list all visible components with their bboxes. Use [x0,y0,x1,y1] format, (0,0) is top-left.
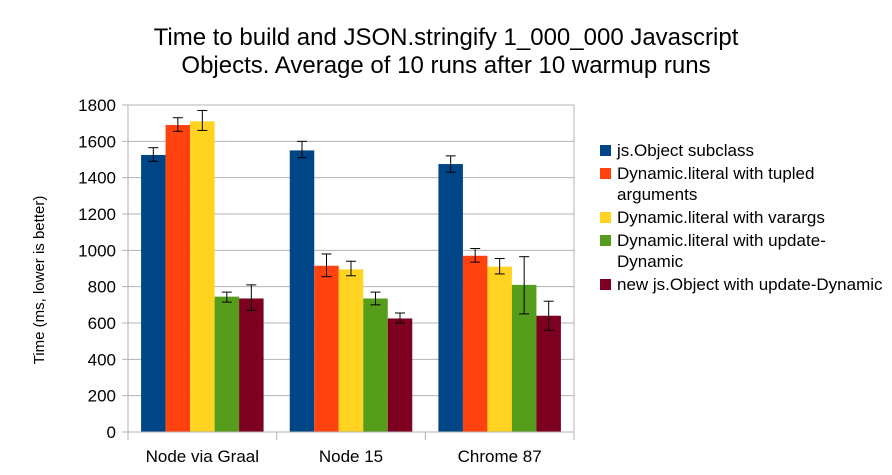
axes [127,105,575,440]
y-axis-label: Time (ms, lower is better) [31,196,48,365]
x-tick-label: Node 15 [319,447,383,466]
y-tick-label: 1400 [78,169,116,188]
bar [338,269,364,432]
bar [190,121,215,432]
legend-item: Dynamic.literal with varargs [600,207,885,228]
y-tick-labels: 0 200 400 600 800 1000 1200 1400 1600 1800 [78,96,116,442]
x-tick-label: Chrome 87 [458,447,542,466]
legend-label: new js.Object with update-Dynamic [617,275,883,294]
y-tick-label: 1800 [78,96,116,115]
bar [487,266,512,432]
bar [214,296,240,432]
bar [363,298,388,432]
legend-item: Dynamic.literal with update-Dynamic [600,230,885,272]
x-tick-label: Node via Graal [146,447,259,466]
bar [387,318,413,432]
bar [438,164,463,432]
legend-swatch [600,212,611,223]
error-bars [148,109,554,331]
y-tick-label: 200 [88,387,116,406]
legend-swatch [600,145,611,156]
legend-item: Dynamic.literal with tupled arguments [600,163,885,205]
bar [314,265,339,432]
y-tick-label: 1000 [78,241,116,260]
bar [462,255,488,432]
legend-swatch [600,279,611,290]
y-tick-label: 600 [88,314,116,333]
y-tick-label: 0 [107,423,116,442]
legend-label: Dynamic.literal with tupled arguments [617,164,815,204]
legend: js.Object subclass Dynamic.literal with t… [600,140,885,297]
legend-item: new js.Object with update-Dynamic [600,274,885,295]
legend-swatch [600,168,611,179]
bar [536,315,561,432]
bar [165,124,191,432]
chart-title-line-1: Time to build and JSON.stringify 1_000_0… [153,24,739,51]
y-tick-label: 1200 [78,205,116,224]
legend-label: Dynamic.literal with varargs [617,208,825,227]
bar [289,150,315,432]
x-tick-labels: Node via Graal Node 15 Chrome 87 [146,447,542,466]
bar [239,298,264,432]
legend-label: js.Object subclass [617,141,754,160]
y-tick-label: 1600 [78,132,116,151]
legend-label: Dynamic.literal with update-Dynamic [617,231,826,271]
legend-swatch [600,235,611,246]
legend-item: js.Object subclass [600,140,885,161]
y-tick-label: 800 [88,278,116,297]
bars [141,121,561,433]
chart-title-line-2: Objects. Average of 10 runs after 10 war… [181,52,711,79]
bar [141,154,166,433]
y-tick-label: 400 [88,350,116,369]
